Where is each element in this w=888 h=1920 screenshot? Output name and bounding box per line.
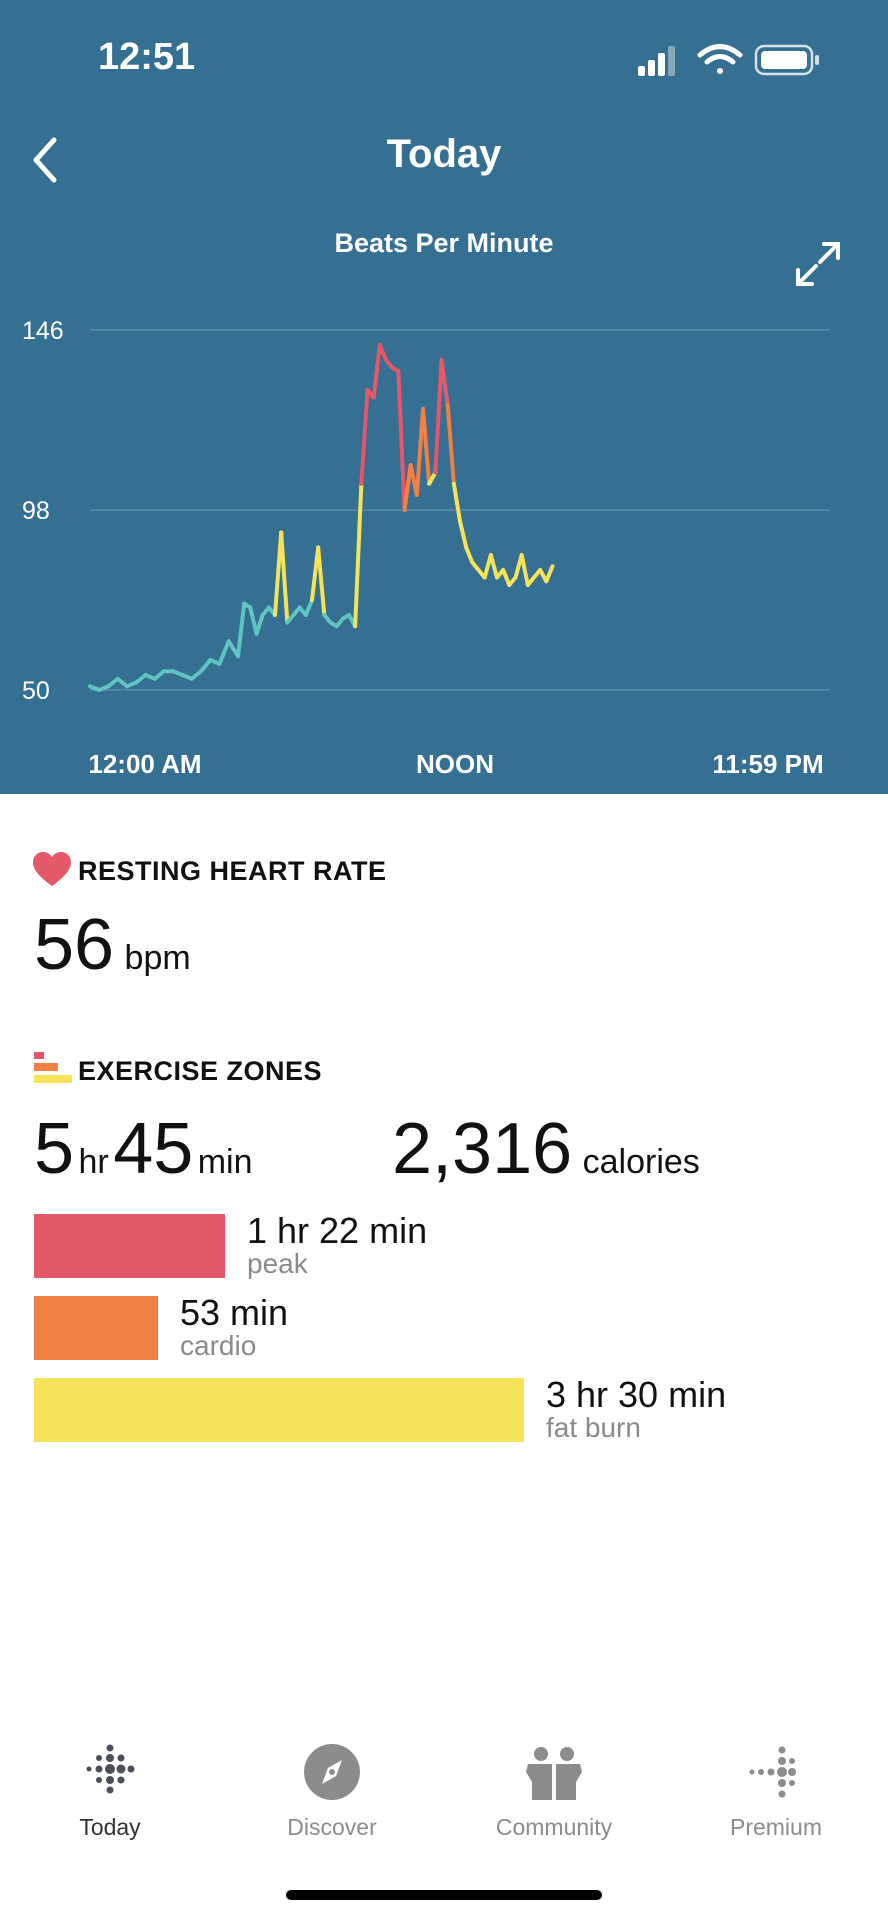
- heart-rate-line-segment: [303, 598, 314, 617]
- expand-icon[interactable]: [790, 236, 846, 292]
- exercise-calories: 2,316 calories: [392, 1108, 700, 1190]
- exercise-minutes: 45: [113, 1109, 194, 1189]
- heart-rate-line-segment: [433, 358, 444, 475]
- heart-rate-line-segment: [519, 553, 530, 587]
- heart-rate-line-segment: [421, 406, 432, 486]
- exercise-zones-title: EXERCISE ZONES: [78, 1056, 323, 1086]
- cardio-zone-bar: [34, 1296, 158, 1360]
- calories-unit: calories: [582, 1143, 700, 1181]
- back-chevron-icon[interactable]: [20, 130, 70, 190]
- y-tick-label: 50: [22, 677, 50, 705]
- status-time: 12:51: [98, 36, 196, 78]
- y-tick-label: 98: [22, 497, 50, 525]
- premium-dots-icon: [749, 1746, 796, 1798]
- heart-rate-line-segment: [445, 403, 456, 486]
- x-tick-label: 12:00 AM: [88, 749, 201, 779]
- resting-bpm-unit: bpm: [124, 939, 191, 977]
- heart-rate-line-segment: [402, 463, 413, 512]
- compass-icon: [304, 1744, 360, 1800]
- community-icon: [526, 1747, 582, 1800]
- tab-community[interactable]: Community: [464, 1720, 644, 1840]
- heart-rate-line-segment: [353, 481, 364, 629]
- peak-zone-bar: [34, 1214, 225, 1278]
- wifi-icon: [697, 44, 743, 74]
- tab-premium[interactable]: Premium: [686, 1720, 866, 1840]
- peak-zone-label: peak: [247, 1248, 308, 1279]
- x-tick-label: NOON: [416, 749, 494, 779]
- heart-rate-header: 12:51 Today Beats Per Minute 146 98 50 12:0…: [0, 0, 888, 794]
- resting-heart-rate-value-row: 56 bpm: [34, 904, 191, 986]
- exercise-duration: 5 hr 45 min: [34, 1108, 253, 1190]
- exercise-hours-unit: hr: [78, 1143, 109, 1181]
- heart-rate-line-segment: [199, 658, 213, 674]
- heart-rate-line-segment: [316, 545, 327, 617]
- cardio-zone-time: 53 min: [180, 1292, 289, 1333]
- resting-bpm-value: 56: [34, 905, 115, 985]
- tab-discover-label: Discover: [287, 1814, 377, 1840]
- fat-burn-zone-label: fat burn: [546, 1412, 641, 1443]
- peak-zone-time: 1 hr 22 min: [247, 1210, 428, 1251]
- heart-rate-line-segment: [458, 519, 469, 550]
- heart-rate-line-segment: [359, 388, 370, 486]
- resting-heart-rate-title: RESTING HEART RATE: [78, 856, 387, 886]
- heart-rate-line-segment: [501, 568, 512, 587]
- heart-rate-line-segment: [377, 343, 388, 362]
- heart-rate-chart[interactable]: 146 98 50 12:00 AM NOON 11:59 PM: [0, 300, 888, 794]
- status-icons: [638, 44, 819, 76]
- fitbit-dots-icon: [86, 1744, 135, 1794]
- heart-rate-line-segment: [396, 369, 407, 512]
- tab-today[interactable]: Today: [20, 1720, 200, 1840]
- heart-rate-line-segment: [544, 564, 555, 584]
- exercise-zones-icon: [34, 1052, 72, 1083]
- heart-icon: [33, 852, 71, 886]
- heart-rate-line-segment: [279, 530, 290, 625]
- battery-icon: [754, 44, 819, 76]
- chart-title: Beats Per Minute: [334, 228, 554, 258]
- heart-rate-line-segment: [217, 639, 231, 666]
- tab-community-label: Community: [495, 1814, 613, 1840]
- tab-today-label: Today: [79, 1814, 141, 1840]
- heart-rate-line-segment: [427, 470, 438, 486]
- heart-rate-line-segment: [371, 343, 382, 400]
- tab-bar: Today Discover Community Pre: [0, 1720, 888, 1920]
- tab-discover[interactable]: Discover: [242, 1720, 422, 1840]
- cardio-zone-label: cardio: [180, 1330, 257, 1361]
- tab-premium-label: Premium: [729, 1814, 822, 1840]
- heart-rate-line-segment: [464, 545, 475, 565]
- exercise-minutes-unit: min: [197, 1143, 253, 1181]
- exercise-hours: 5: [34, 1109, 75, 1189]
- x-tick-label: 11:59 PM: [712, 749, 823, 779]
- heart-rate-line-segment: [248, 605, 259, 636]
- heart-rate-line-segment: [236, 601, 247, 659]
- fat-burn-zone-time: 3 hr 30 min: [546, 1374, 727, 1415]
- fat-burn-zone-bar: [34, 1378, 524, 1442]
- signal-icon: [638, 46, 675, 76]
- page-title: Today: [386, 132, 502, 176]
- home-indicator: [286, 1890, 602, 1900]
- heart-rate-line-segment: [439, 358, 450, 407]
- heart-rate-line-segment: [451, 481, 462, 524]
- calories-value: 2,316: [392, 1109, 573, 1189]
- heart-rate-line-segment: [414, 406, 425, 497]
- heart-rate-line-segment: [254, 613, 265, 636]
- heart-rate-line-segment: [488, 553, 499, 580]
- y-tick-label: 146: [22, 317, 64, 345]
